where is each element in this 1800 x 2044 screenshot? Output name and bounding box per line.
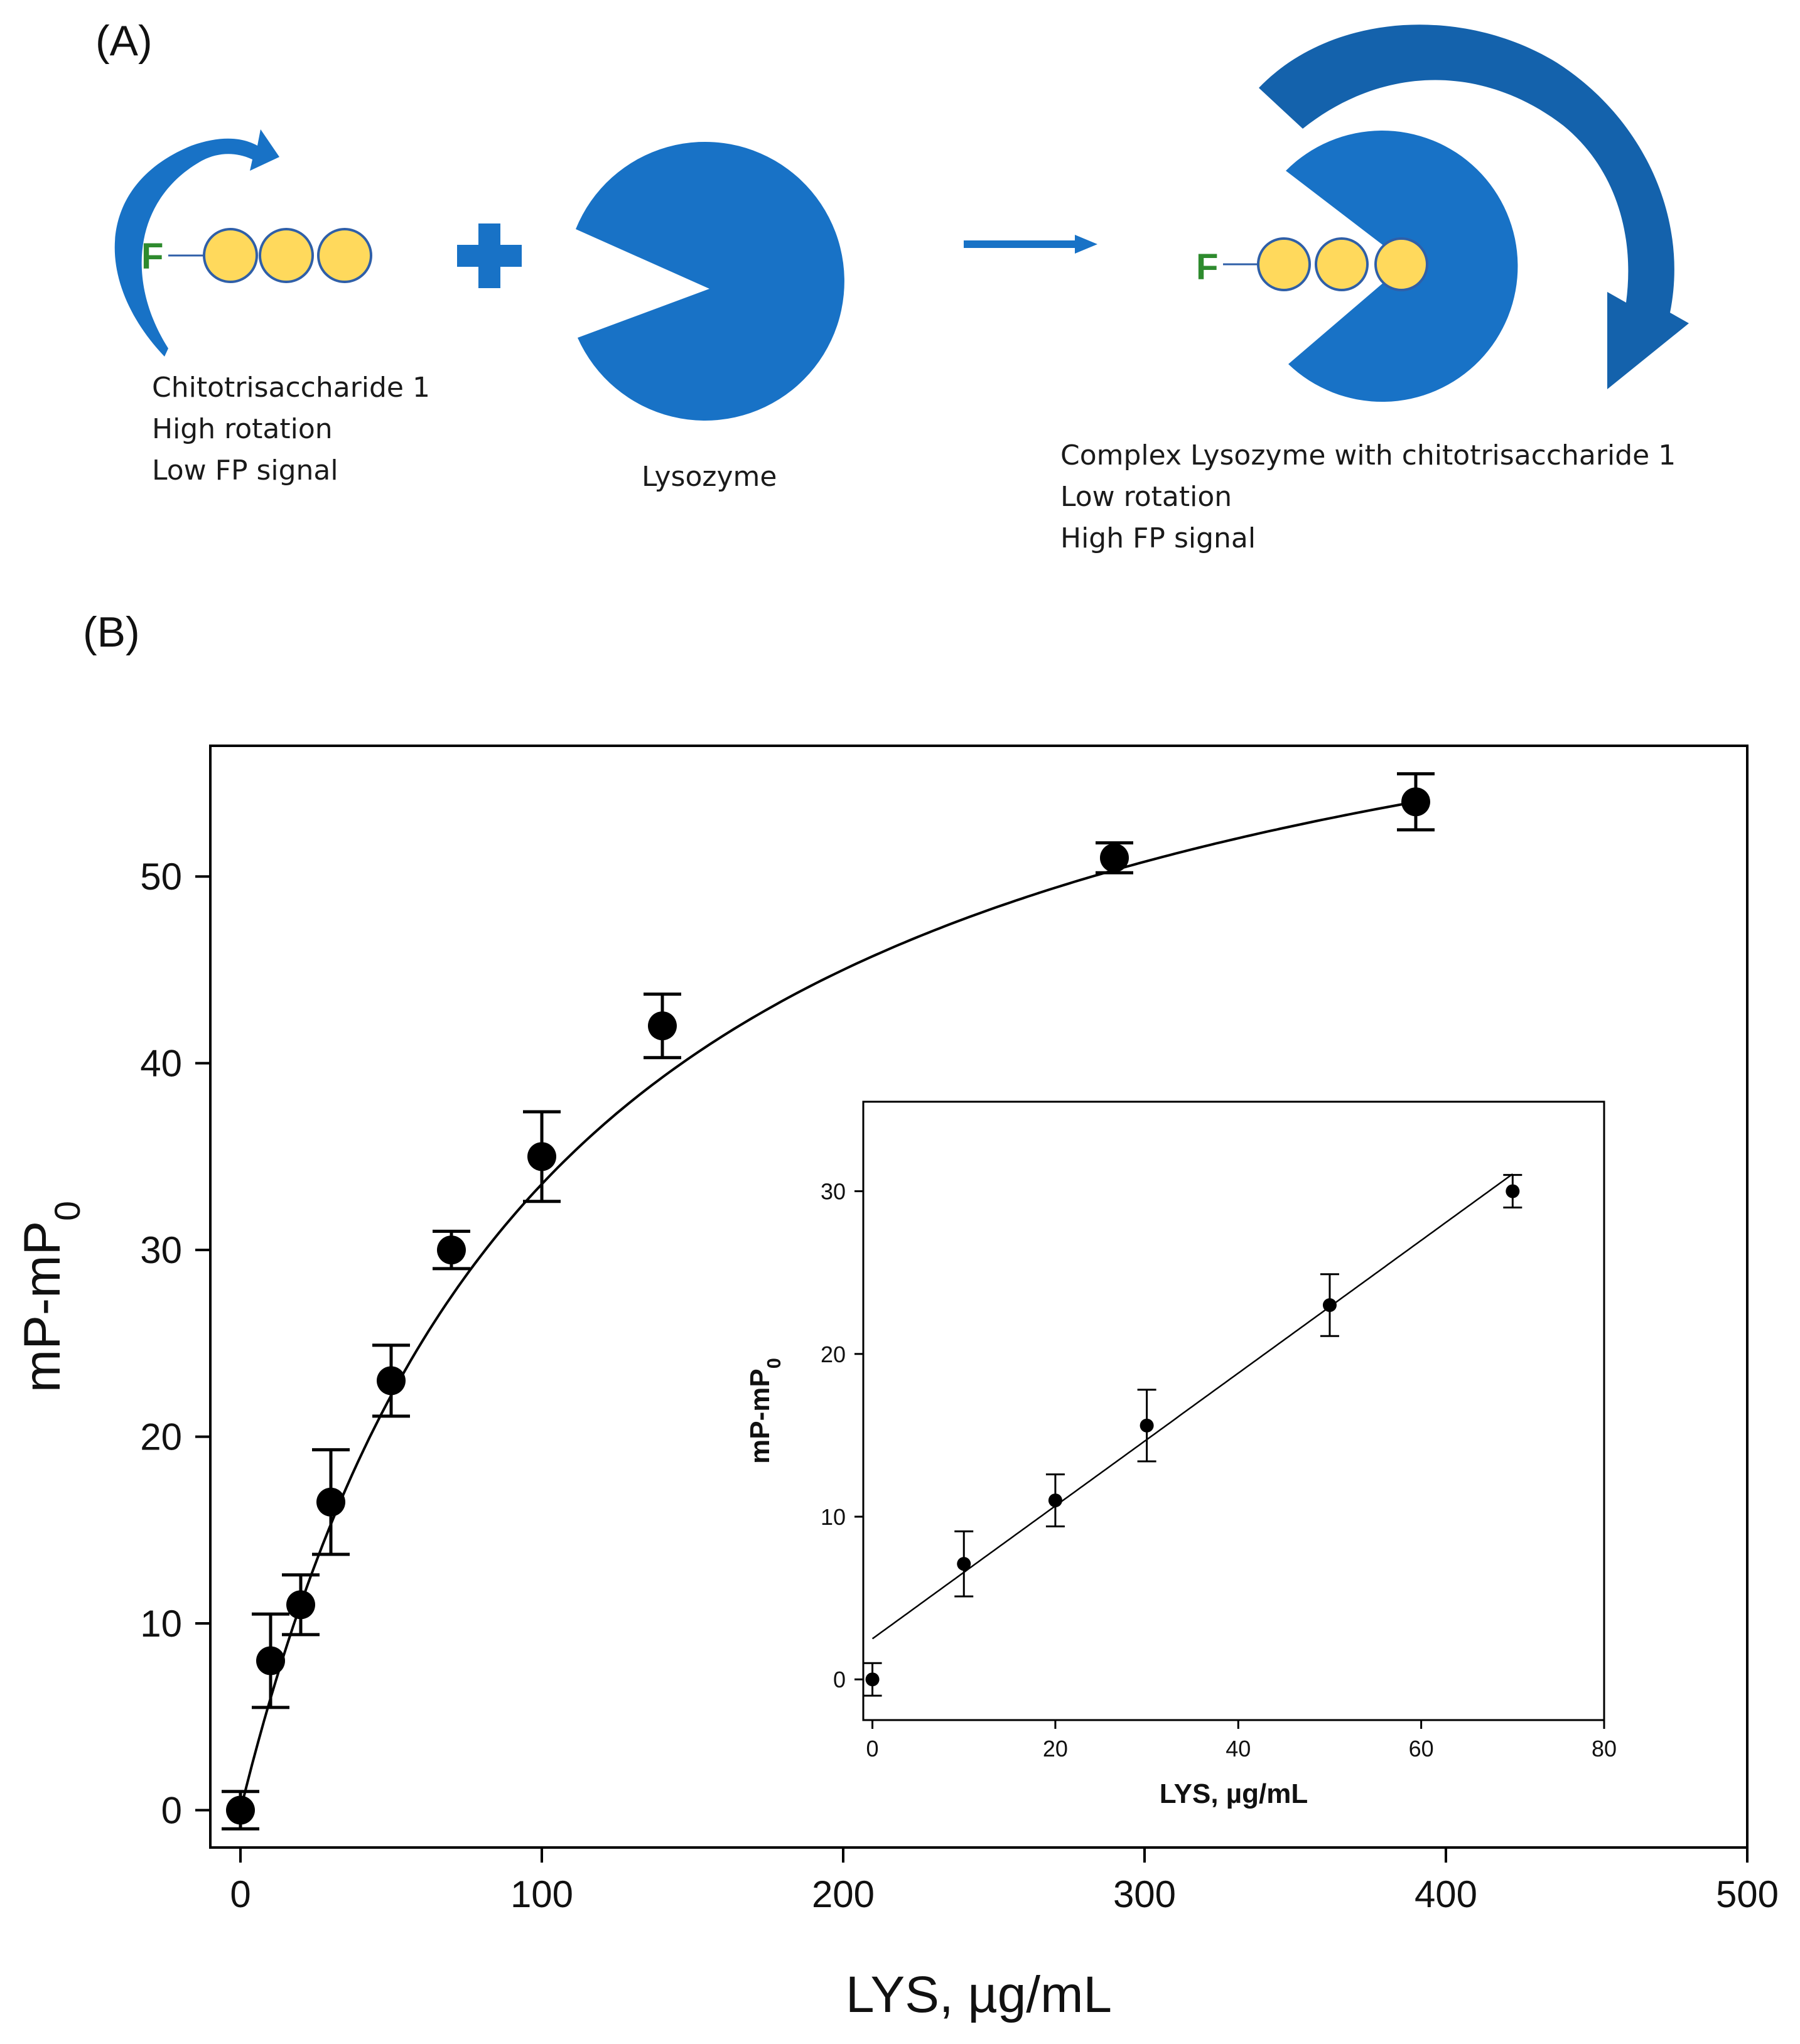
- plus-icon: [457, 223, 522, 288]
- main-data-point: [256, 1646, 285, 1676]
- main-x-axis-title: LYS, µg/mL: [846, 1966, 1112, 2023]
- main-y-tick-label: 30: [140, 1229, 182, 1271]
- complex-fluorophore-label: F: [1196, 247, 1218, 288]
- inset-x-tick-label: 40: [1226, 1736, 1251, 1762]
- inset-y-axis-title: mP-mP0: [745, 1358, 785, 1464]
- inset-data-point: [1140, 1418, 1154, 1433]
- main-y-tick-label: 50: [140, 856, 182, 898]
- inset-data-point: [957, 1557, 971, 1571]
- large-rotation-arrow-icon: [1259, 24, 1689, 389]
- rotation-arrow-icon: [114, 129, 279, 357]
- main-y-tick-label: 40: [140, 1043, 182, 1085]
- sugar-unit: [259, 228, 314, 283]
- sugar-unit: [317, 228, 372, 283]
- main-data-point: [1100, 843, 1129, 873]
- inset-data-point: [865, 1672, 880, 1687]
- ligand-caption-1: Chitotrisaccharide 1: [152, 372, 430, 404]
- inset-data-point: [1506, 1184, 1520, 1198]
- complex-sugar-unit: [1315, 237, 1369, 291]
- inset-x-tick-label: 80: [1592, 1736, 1617, 1762]
- inset-data-point: [1048, 1493, 1062, 1508]
- complex-sugar-unit: [1374, 237, 1428, 291]
- sugar-unit: [203, 228, 258, 283]
- complex-lysozyme-shape: [1286, 131, 1518, 402]
- main-fit-curve: [239, 800, 1416, 1810]
- complex-caption-2: Low rotation: [1060, 481, 1232, 513]
- lysozyme-caption: Lysozyme: [642, 461, 777, 493]
- main-x-tick-label: 500: [1716, 1873, 1779, 1915]
- reaction-arrow-head: [1075, 235, 1097, 254]
- main-x-tick-label: 200: [812, 1873, 875, 1915]
- main-data-point: [437, 1235, 466, 1265]
- inset-y-tick-label: 0: [833, 1667, 846, 1692]
- ligand-caption-2: High rotation: [152, 413, 333, 445]
- inset-x-tick-label: 60: [1409, 1736, 1434, 1762]
- main-data-point: [377, 1366, 406, 1396]
- complex-sugar-unit: [1257, 237, 1311, 291]
- main-x-tick-label: 400: [1415, 1873, 1477, 1915]
- main-x-tick-label: 0: [230, 1873, 251, 1915]
- inset-y-tick-label: 30: [821, 1179, 846, 1205]
- panel-a-label: (A): [95, 17, 153, 65]
- inset-x-tick-label: 20: [1043, 1736, 1068, 1762]
- main-frame: [209, 745, 1749, 1849]
- fluorophore-label: F: [141, 236, 163, 277]
- main-y-tick-label: 20: [140, 1416, 182, 1458]
- main-y-tick-label: 0: [161, 1790, 182, 1832]
- inset-y-tick-label: 10: [821, 1504, 846, 1530]
- inset-chart: 0 20 40 60 80 0 10 20 30 LYS, µg/mL mP-mP0: [745, 1100, 1617, 1809]
- main-x-tick-label: 300: [1113, 1873, 1176, 1915]
- inset-data-point: [1322, 1298, 1337, 1313]
- complex-caption-1: Complex Lysozyme with chitotrisaccharide…: [1060, 439, 1676, 471]
- inset-x-axis-title: LYS, µg/mL: [1160, 1778, 1308, 1809]
- panel-b-label: (B): [83, 608, 140, 656]
- lysozyme-shape: [576, 141, 844, 421]
- main-data-point: [527, 1142, 556, 1171]
- main-y-tick-label: 10: [140, 1603, 182, 1645]
- inset-x-tick-label: 0: [866, 1736, 879, 1762]
- inset-frame: [862, 1100, 1605, 1721]
- main-data-point: [316, 1487, 345, 1517]
- inset-y-tick-label: 20: [821, 1342, 846, 1367]
- panel-a: (A) F Chitotrisaccharide 1 High rotation…: [95, 17, 1689, 554]
- inset-fit-curve: [871, 1173, 1514, 1640]
- main-y-axis-title: mP-mP0: [14, 1201, 88, 1392]
- main-data-point: [226, 1795, 255, 1825]
- ligand-caption-3: Low FP signal: [152, 455, 338, 487]
- main-data-point: [1401, 787, 1430, 817]
- main-x-tick-label: 100: [510, 1873, 573, 1915]
- main-data-point: [648, 1011, 677, 1041]
- complex-caption-3: High FP signal: [1060, 522, 1256, 554]
- main-data-point: [286, 1590, 315, 1620]
